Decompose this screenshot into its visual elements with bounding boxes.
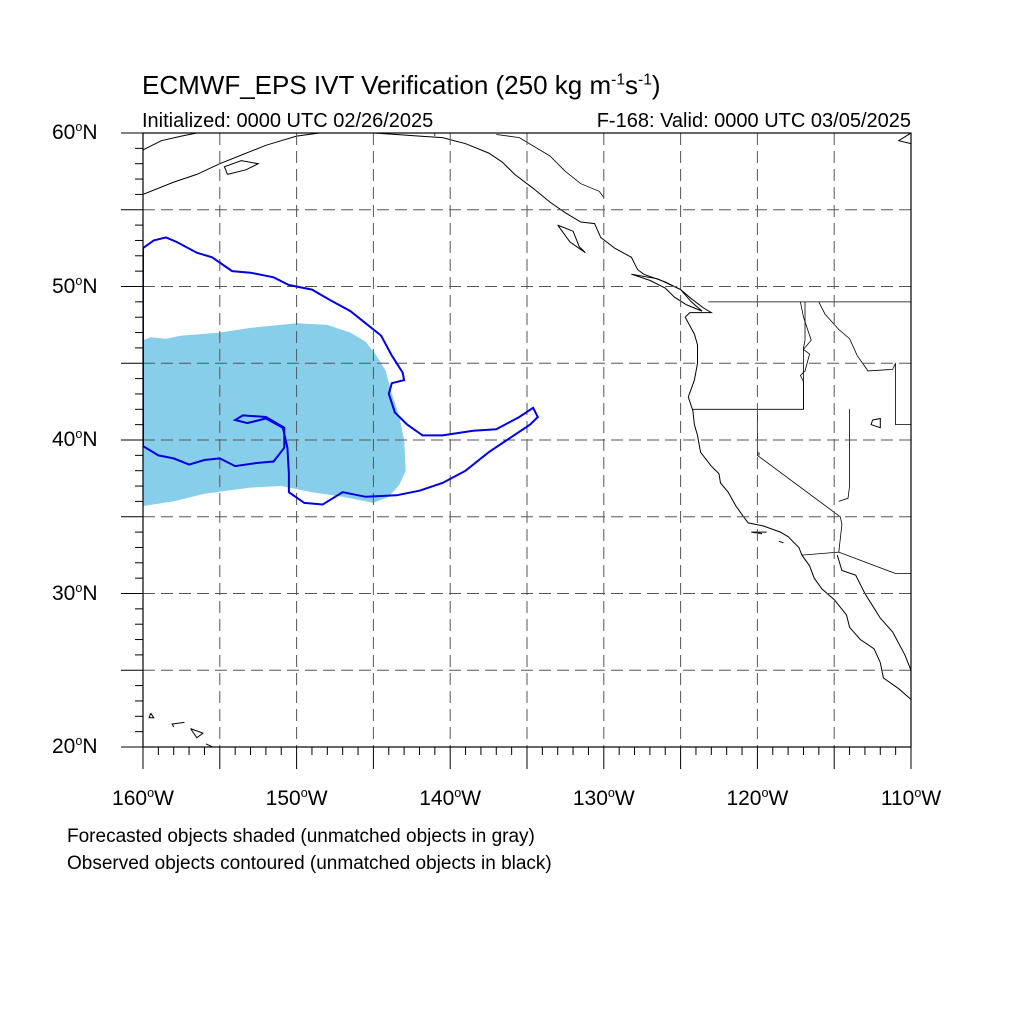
longitude-label: 120oW (726, 786, 789, 810)
latitude-label: 60oN (52, 120, 98, 144)
coastline-segment (373, 133, 911, 700)
axis-ticks (121, 132, 912, 769)
political-borders (434, 133, 911, 574)
coastline-segment (631, 273, 703, 312)
lat-lon-grid (143, 133, 911, 747)
border-segment (757, 409, 843, 553)
coastline-segment (751, 531, 767, 535)
coastline-segment (190, 728, 204, 739)
forecast-legend-note: Forecasted objects shaded (unmatched obj… (67, 826, 535, 847)
latitude-label: 20oN (52, 734, 98, 758)
observed-object-contours (143, 236, 540, 506)
coastline-segment (143, 133, 320, 195)
forecast-object (143, 323, 406, 506)
coastline-segment (148, 712, 155, 719)
latitude-label: 30oN (52, 580, 98, 605)
chart-title: ECMWF_EPS IVT Verification (250 kg m-1s-… (142, 70, 661, 100)
coastline-segment (223, 160, 260, 175)
longitude-label: 150oW (265, 786, 328, 810)
latitude-label: 50oN (52, 273, 98, 298)
observed-legend-note: Observed objects contoured (unmatched ob… (67, 853, 552, 874)
coastline-segment (778, 540, 784, 544)
forecast-object-shading (143, 323, 406, 506)
border-segment (801, 551, 911, 574)
longitude-label: 160oW (112, 786, 174, 810)
border-segment (692, 301, 806, 410)
longitude-label: 110oW (880, 786, 942, 810)
lake-outline (870, 417, 881, 429)
border-segment (799, 301, 812, 410)
coastline-segment (836, 554, 911, 671)
coastline-segment (205, 743, 215, 747)
coastline-segment (171, 721, 185, 728)
longitude-label: 140oW (419, 786, 482, 810)
border-segment (818, 301, 896, 372)
latitude-label: 40oN (52, 427, 98, 451)
border-segment (496, 134, 605, 198)
border-segment (895, 363, 911, 426)
valid-time: F-168: Valid: 0000 UTC 03/05/2025 (596, 110, 911, 132)
coastline-segment (143, 133, 197, 151)
initialized-time: Initialized: 0000 UTC 02/26/2025 (142, 110, 434, 132)
coastline-segment (897, 133, 911, 145)
longitude-label: 130oW (572, 786, 635, 810)
coastline-segment (557, 224, 586, 254)
observed-object-contour (143, 236, 540, 506)
border-segment (838, 409, 850, 502)
coastlines (143, 133, 911, 747)
